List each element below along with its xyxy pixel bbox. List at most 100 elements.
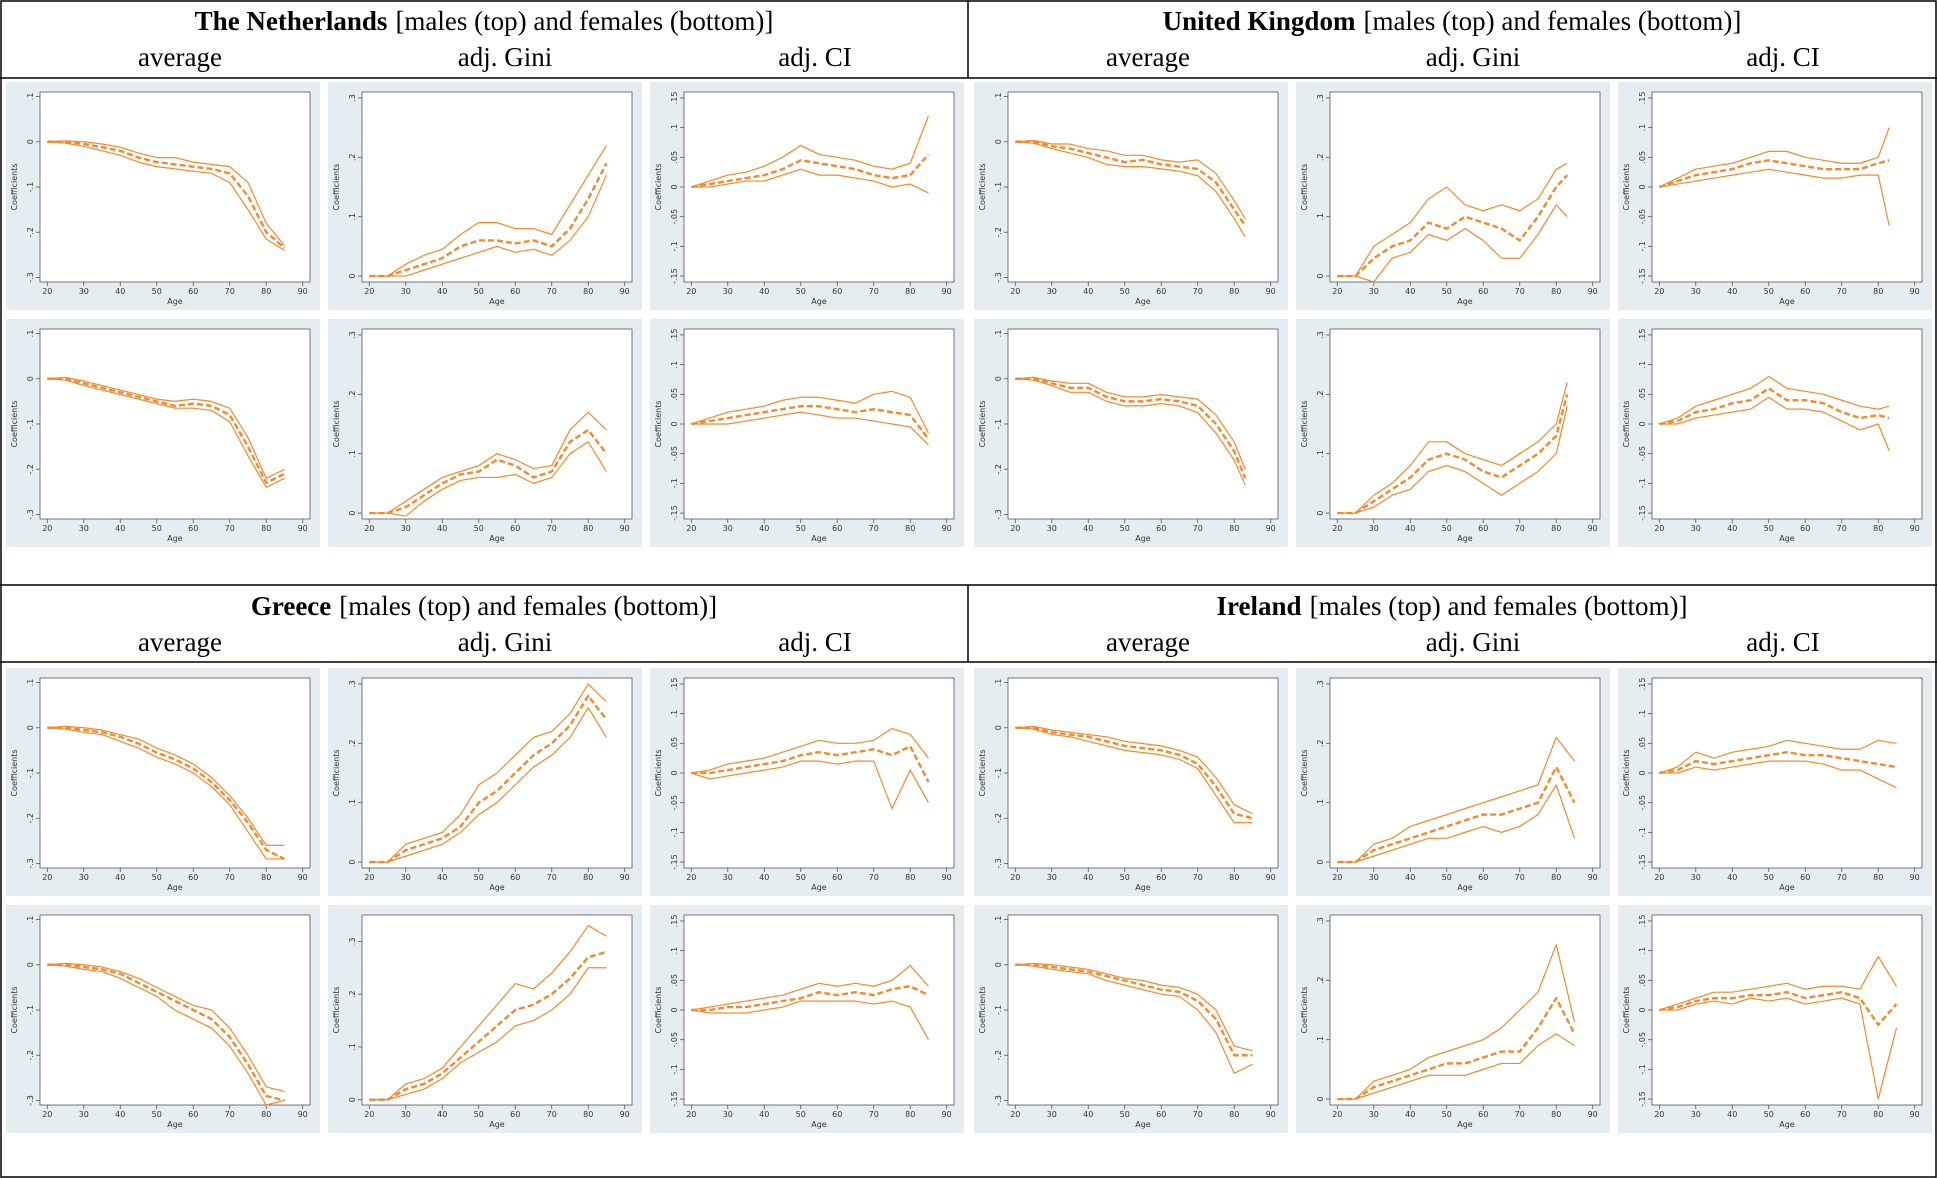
y-tick-label: .3 (348, 938, 357, 946)
x-tick-label: 30 (1691, 1110, 1701, 1119)
x-tick-label: 90 (1266, 287, 1276, 296)
x-tick-label: 70 (1193, 873, 1203, 882)
series-line (1659, 387, 1890, 426)
x-axis-label: Age (1779, 297, 1795, 306)
x-tick-label: 40 (437, 524, 447, 533)
y-axis-label: Coefficients (978, 163, 987, 210)
x-tick-label: 70 (1837, 1110, 1847, 1119)
x-tick-label: 90 (1588, 524, 1598, 533)
country-name: Greece (251, 591, 331, 621)
x-tick-label: 60 (832, 1110, 842, 1119)
x-tick-label: 70 (547, 1110, 557, 1119)
x-tick-label: 30 (1369, 287, 1379, 296)
y-tick-label: .2 (348, 153, 357, 161)
y-tick-label: -.1 (670, 1064, 679, 1075)
x-tick-label: 50 (152, 287, 162, 296)
y-tick-label: .05 (1638, 388, 1647, 401)
y-tick-label: -.15 (670, 1091, 679, 1107)
series-line (1659, 375, 1890, 425)
series-line (369, 707, 607, 863)
x-tick-label: 50 (152, 524, 162, 533)
x-tick-label: 40 (1405, 1110, 1415, 1119)
y-tick-label: .15 (1638, 915, 1647, 928)
series-line (1337, 162, 1568, 277)
y-tick-label: .1 (1638, 124, 1647, 132)
x-tick-label: 70 (869, 873, 879, 882)
y-tick-label: -.3 (26, 509, 35, 520)
plot-area (39, 91, 311, 283)
y-tick-label: .1 (348, 213, 357, 221)
y-tick-label: -.1 (994, 1005, 1003, 1016)
x-tick-label: 60 (1478, 873, 1488, 882)
x-tick-label: 90 (1910, 287, 1920, 296)
plot-area (1651, 914, 1923, 1106)
x-tick-label: 30 (1691, 524, 1701, 533)
plot-area (1651, 91, 1923, 283)
x-tick-label: 90 (620, 287, 630, 296)
x-tick-label: 90 (942, 873, 952, 882)
x-tick-label: 60 (832, 524, 842, 533)
x-tick-label: 20 (364, 287, 374, 296)
x-tick-label: 90 (1588, 1110, 1598, 1119)
y-tick-label: -.3 (26, 272, 35, 283)
y-tick-label: .1 (1316, 213, 1325, 221)
y-tick-label: 0 (1638, 421, 1647, 426)
y-tick-label: -.2 (26, 813, 35, 824)
series-line (47, 140, 285, 247)
x-tick-label: 40 (115, 524, 125, 533)
y-tick-label: .15 (670, 92, 679, 105)
x-tick-label: 90 (942, 524, 952, 533)
x-tick-label: 60 (188, 524, 198, 533)
x-tick-label: 40 (1727, 287, 1737, 296)
x-tick-label: 20 (364, 1110, 374, 1119)
plot-area (1329, 91, 1601, 283)
x-tick-label: 90 (1588, 873, 1598, 882)
x-axis-label: Age (489, 883, 505, 892)
y-tick-label: -.1 (670, 241, 679, 252)
x-tick-label: 60 (188, 1110, 198, 1119)
plot-area (1329, 914, 1601, 1106)
x-tick-label: 60 (1156, 287, 1166, 296)
x-axis-label: Age (811, 297, 827, 306)
x-tick-label: 90 (298, 873, 308, 882)
x-tick-label: 30 (723, 1110, 733, 1119)
x-tick-label: 50 (1120, 524, 1130, 533)
column-label: adj. Gini (458, 627, 553, 657)
x-tick-label: 70 (1837, 873, 1847, 882)
y-tick-label: -.1 (1638, 1064, 1647, 1075)
y-tick-label: -.2 (994, 1050, 1003, 1061)
y-tick-label: 0 (26, 725, 35, 730)
panel-title: Greece [males (top) and females (bottom)] (251, 591, 717, 621)
series-line (369, 441, 607, 517)
x-tick-label: 40 (1083, 524, 1093, 533)
series-line (1015, 964, 1253, 1074)
x-tick-label: 40 (437, 287, 447, 296)
x-axis-label: Age (1779, 883, 1795, 892)
y-tick-label: .1 (670, 710, 679, 718)
x-tick-label: 40 (1083, 873, 1093, 882)
series-line (691, 727, 929, 774)
series-line (691, 168, 929, 194)
x-tick-label: 40 (1405, 524, 1415, 533)
series-line (369, 924, 607, 1101)
x-axis-label: Age (811, 534, 827, 543)
x-tick-label: 70 (1515, 287, 1525, 296)
x-tick-label: 60 (1478, 287, 1488, 296)
y-tick-label: -.3 (26, 858, 35, 869)
y-tick-label: -.3 (994, 858, 1003, 869)
column-label: adj. Gini (1426, 42, 1521, 72)
series-line (1658, 159, 1890, 189)
x-tick-label: 50 (796, 873, 806, 882)
y-tick-label: 0 (1316, 511, 1325, 516)
column-label: adj. CI (778, 627, 852, 657)
y-tick-label: .3 (348, 94, 357, 102)
x-axis-label: Age (1779, 534, 1795, 543)
x-tick-label: 80 (1229, 524, 1239, 533)
x-tick-label: 30 (1369, 524, 1379, 533)
y-tick-label: -.1 (26, 768, 35, 779)
y-tick-label: .3 (348, 331, 357, 339)
column-label: average (138, 42, 222, 72)
y-tick-label: 0 (670, 770, 679, 775)
x-tick-label: 60 (1156, 873, 1166, 882)
